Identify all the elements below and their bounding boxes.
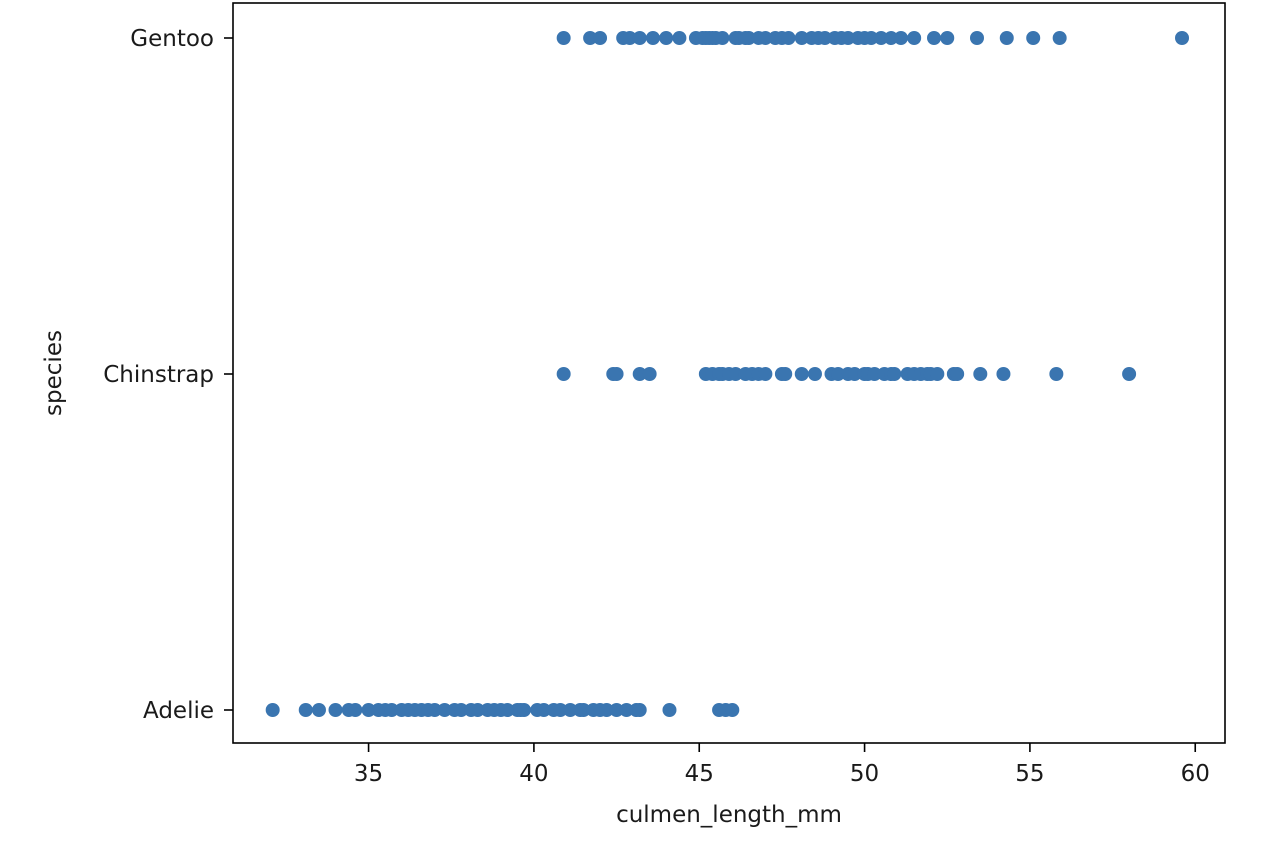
- data-point-adelie-32: [563, 703, 578, 717]
- data-point-gentoo-35: [874, 31, 889, 45]
- data-point-gentoo-0: [556, 31, 571, 45]
- data-point-chinstrap-17: [794, 367, 809, 381]
- data-point-adelie-39: [619, 703, 634, 717]
- data-point-gentoo-31: [841, 31, 856, 45]
- data-point-adelie-41: [632, 703, 647, 717]
- data-point-gentoo-8: [672, 31, 687, 45]
- data-point-chinstrap-20: [831, 367, 846, 381]
- data-point-adelie-2: [311, 703, 326, 717]
- data-point-adelie-42: [662, 703, 677, 717]
- data-point-gentoo-28: [817, 31, 832, 45]
- data-point-chinstrap-14: [758, 367, 773, 381]
- data-point-chinstrap-39: [1049, 367, 1064, 381]
- data-point-gentoo-2: [593, 31, 608, 45]
- data-point-gentoo-36: [884, 31, 899, 45]
- data-point-adelie-15: [427, 703, 442, 717]
- data-point-chinstrap-2: [609, 367, 624, 381]
- data-point-adelie-9: [384, 703, 399, 717]
- data-point-chinstrap-28: [887, 367, 902, 381]
- x-tick-label-0: 35: [354, 761, 383, 787]
- data-point-gentoo-4: [622, 31, 637, 45]
- x-axis-label: culmen_length_mm: [616, 802, 842, 828]
- x-tick-label-4: 55: [1015, 761, 1044, 787]
- y-tick-label-chinstrap: Chinstrap: [103, 362, 214, 388]
- data-point-gentoo-37: [893, 31, 908, 45]
- data-point-gentoo-21: [758, 31, 773, 45]
- y-tick-label-adelie: Adelie: [143, 698, 214, 724]
- data-point-adelie-24: [500, 703, 515, 717]
- data-point-chinstrap-10: [728, 367, 743, 381]
- data-point-adelie-34: [576, 703, 591, 717]
- y-axis-label: species: [41, 330, 67, 416]
- data-point-chinstrap-36: [950, 367, 965, 381]
- y-tick-label-gentoo: Gentoo: [130, 26, 214, 52]
- data-point-gentoo-39: [927, 31, 942, 45]
- data-point-chinstrap-22: [847, 367, 862, 381]
- data-point-adelie-37: [599, 703, 614, 717]
- data-point-adelie-0: [265, 703, 280, 717]
- data-point-gentoo-45: [1175, 31, 1190, 45]
- x-axis-ticks: 35 40 45 50 55 60: [354, 743, 1210, 787]
- data-point-gentoo-41: [970, 31, 984, 45]
- data-point-adelie-38: [609, 703, 624, 717]
- data-point-gentoo-25: [794, 31, 809, 45]
- x-tick-label-2: 45: [685, 761, 714, 787]
- data-point-adelie-18: [454, 703, 469, 717]
- data-point-chinstrap-38: [996, 367, 1011, 381]
- x-tick-label-1: 40: [519, 761, 548, 787]
- data-point-adelie-1: [298, 703, 313, 717]
- plot-area-frame: [232, 2, 1226, 744]
- data-point-chinstrap-18: [807, 367, 822, 381]
- data-point-chinstrap-37: [973, 367, 988, 381]
- data-point-gentoo-19: [741, 31, 756, 45]
- data-point-chinstrap-16: [778, 367, 793, 381]
- x-tick-label-3: 50: [850, 761, 879, 787]
- data-point-chinstrap-3: [632, 367, 647, 381]
- data-point-gentoo-7: [659, 31, 674, 45]
- data-point-chinstrap-34: [930, 367, 945, 381]
- data-point-gentoo-40: [940, 31, 955, 45]
- data-point-adelie-20: [470, 703, 485, 717]
- data-point-gentoo-24: [781, 31, 796, 45]
- data-point-adelie-5: [348, 703, 363, 717]
- data-point-chinstrap-25: [867, 367, 882, 381]
- data-point-chinstrap-0: [556, 367, 571, 381]
- data-point-gentoo-1: [583, 31, 598, 45]
- data-point-gentoo-15: [715, 31, 730, 45]
- data-point-adelie-3: [328, 703, 343, 717]
- data-point-adelie-27: [516, 703, 531, 717]
- data-point-adelie-45: [725, 703, 740, 717]
- data-point-adelie-31: [553, 703, 568, 717]
- data-point-gentoo-5: [632, 31, 647, 45]
- data-point-adelie-6: [361, 703, 376, 717]
- data-point-adelie-29: [536, 703, 551, 717]
- data-point-gentoo-6: [645, 31, 660, 45]
- data-point-chinstrap-40: [1122, 367, 1137, 381]
- data-point-gentoo-34: [864, 31, 879, 45]
- data-point-gentoo-38: [907, 31, 922, 45]
- data-point-gentoo-44: [1052, 31, 1067, 45]
- data-point-adelie-16: [437, 703, 452, 717]
- data-point-gentoo-42: [999, 31, 1014, 45]
- y-axis-ticks: Adelie Chinstrap Gentoo: [103, 26, 233, 724]
- data-point-gentoo-43: [1026, 31, 1041, 45]
- data-points: [265, 31, 1190, 717]
- x-tick-label-5: 60: [1181, 761, 1210, 787]
- data-point-chinstrap-4: [642, 367, 657, 381]
